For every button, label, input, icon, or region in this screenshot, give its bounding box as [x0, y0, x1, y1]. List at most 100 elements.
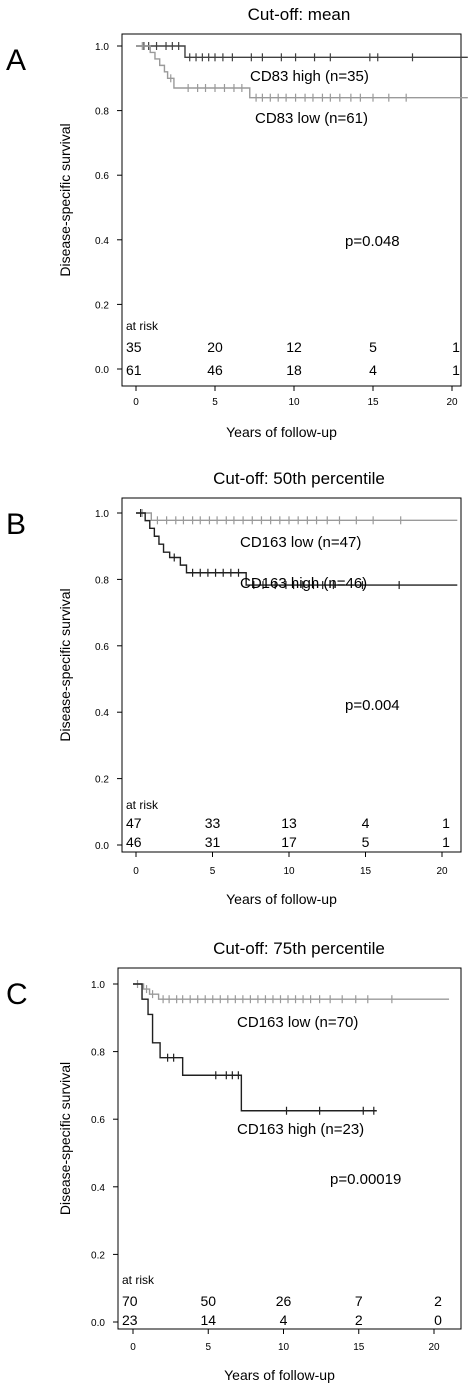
curve-label: CD83 high (n=35)	[250, 68, 369, 85]
y-tick-label: 1.0	[91, 980, 105, 991]
at-risk-count: 18	[286, 362, 302, 378]
x-tick-label: 10	[283, 866, 295, 877]
p-value: p=0.004	[345, 697, 400, 714]
survival-curve-0	[136, 45, 468, 59]
x-tick-label: 5	[210, 866, 216, 877]
x-tick-label: 0	[133, 866, 139, 877]
y-tick-label: 0.2	[91, 1250, 105, 1261]
plot-frame	[117, 967, 462, 1330]
at-risk-count: 47	[126, 815, 142, 831]
x-tick-label: 15	[360, 866, 372, 877]
survival-curve-1	[136, 512, 458, 586]
km-panel-b: B Cut-off: 50th percentile 0.0 0.2 0.4 0.6 0.8…	[6, 469, 462, 907]
curve-label: CD83 low (n=61)	[255, 110, 368, 127]
at-risk-count: 7	[355, 1293, 363, 1309]
x-tick-label: 20	[428, 1342, 440, 1353]
x-tick-label: 0	[133, 397, 139, 408]
y-tick-label: 0.6	[91, 1115, 105, 1126]
survival-curve-0	[136, 512, 458, 522]
at-risk-count: 1	[452, 362, 460, 378]
y-axis-label: Disease-specific survival	[57, 588, 73, 741]
at-risk-count: 31	[205, 834, 221, 850]
curve-label: CD163 low (n=47)	[240, 534, 361, 551]
y-axis-label: Disease-specific survival	[57, 1062, 73, 1215]
y-tick-label: 0.4	[91, 1183, 105, 1194]
at-risk-count: 46	[126, 834, 142, 850]
at-risk-title: at risk	[126, 798, 159, 812]
y-tick-label: 0.4	[95, 236, 109, 247]
p-value: p=0.00019	[330, 1171, 401, 1188]
at-risk-count: 4	[362, 815, 370, 831]
at-risk-count: 23	[122, 1312, 138, 1328]
at-risk-count: 20	[207, 339, 223, 355]
survival-curve-1	[136, 45, 468, 99]
at-risk-count: 13	[281, 815, 297, 831]
panel-letter: B	[6, 508, 26, 541]
curve-label: CD163 low (n=70)	[237, 1014, 358, 1031]
y-tick-label: 0.8	[91, 1048, 105, 1059]
y-tick-label: 0.6	[95, 171, 109, 182]
y-tick-label: 0.4	[95, 708, 109, 719]
x-tick-label: 20	[446, 397, 458, 408]
x-tick-label: 15	[367, 397, 379, 408]
x-tick-label: 15	[353, 1342, 365, 1353]
x-tick-label: 20	[436, 866, 448, 877]
x-tick-label: 10	[278, 1342, 290, 1353]
y-tick-label: 0.2	[95, 775, 109, 786]
at-risk-count: 61	[126, 362, 142, 378]
at-risk-count: 5	[369, 339, 377, 355]
at-risk-count: 5	[362, 834, 370, 850]
x-tick-label: 5	[205, 1342, 211, 1353]
curve-label: CD163 high (n=23)	[237, 1121, 364, 1138]
y-tick-label: 0.0	[91, 1318, 105, 1329]
at-risk-title: at risk	[126, 319, 159, 333]
at-risk-count: 0	[434, 1312, 442, 1328]
at-risk-count: 35	[126, 339, 142, 355]
x-tick-label: 10	[288, 397, 300, 408]
chart-title: Cut-off: mean	[248, 5, 351, 24]
at-risk-count: 1	[442, 815, 450, 831]
at-risk-count: 33	[205, 815, 221, 831]
plot-frame	[121, 497, 462, 853]
chart-title: Cut-off: 75th percentile	[213, 939, 385, 958]
at-risk-count: 4	[280, 1312, 288, 1328]
at-risk-count: 2	[434, 1293, 442, 1309]
at-risk-count: 14	[200, 1312, 216, 1328]
x-axis-label: Years of follow-up	[226, 891, 337, 907]
panel-letter: C	[6, 978, 28, 1011]
survival-curve-1	[133, 983, 377, 1112]
x-axis-label: Years of follow-up	[226, 424, 337, 440]
y-tick-label: 0.8	[95, 575, 109, 586]
y-tick-label: 0.2	[95, 300, 109, 311]
y-tick-label: 0.0	[95, 365, 109, 376]
y-axis-label: Disease-specific survival	[57, 123, 73, 276]
y-tick-label: 1.0	[95, 509, 109, 520]
at-risk-count: 1	[452, 339, 460, 355]
km-panel-c: C Cut-off: 75th percentile 0.0 0.2 0.4 0.6 0.8…	[6, 939, 462, 1383]
at-risk-count: 12	[286, 339, 302, 355]
y-tick-label: 0.6	[95, 642, 109, 653]
at-risk-title: at risk	[122, 1273, 155, 1287]
curve-label: CD163 high (n=46)	[240, 575, 367, 592]
p-value: p=0.048	[345, 233, 400, 250]
at-risk-count: 17	[281, 834, 297, 850]
at-risk-count: 4	[369, 362, 377, 378]
y-tick-label: 0.0	[95, 841, 109, 852]
x-tick-label: 0	[130, 1342, 136, 1353]
x-axis-label: Years of follow-up	[224, 1367, 335, 1383]
at-risk-count: 70	[122, 1293, 138, 1309]
y-tick-label: 1.0	[95, 42, 109, 53]
at-risk-count: 26	[276, 1293, 292, 1309]
x-tick-label: 5	[212, 397, 218, 408]
at-risk-count: 1	[442, 834, 450, 850]
panel-letter: A	[6, 44, 26, 77]
y-tick-label: 0.8	[95, 107, 109, 118]
survival-curve-0	[133, 983, 450, 1000]
at-risk-count: 50	[200, 1293, 216, 1309]
plot-frame	[121, 33, 462, 387]
chart-title: Cut-off: 50th percentile	[213, 469, 385, 488]
at-risk-count: 2	[355, 1312, 363, 1328]
at-risk-count: 46	[207, 362, 223, 378]
